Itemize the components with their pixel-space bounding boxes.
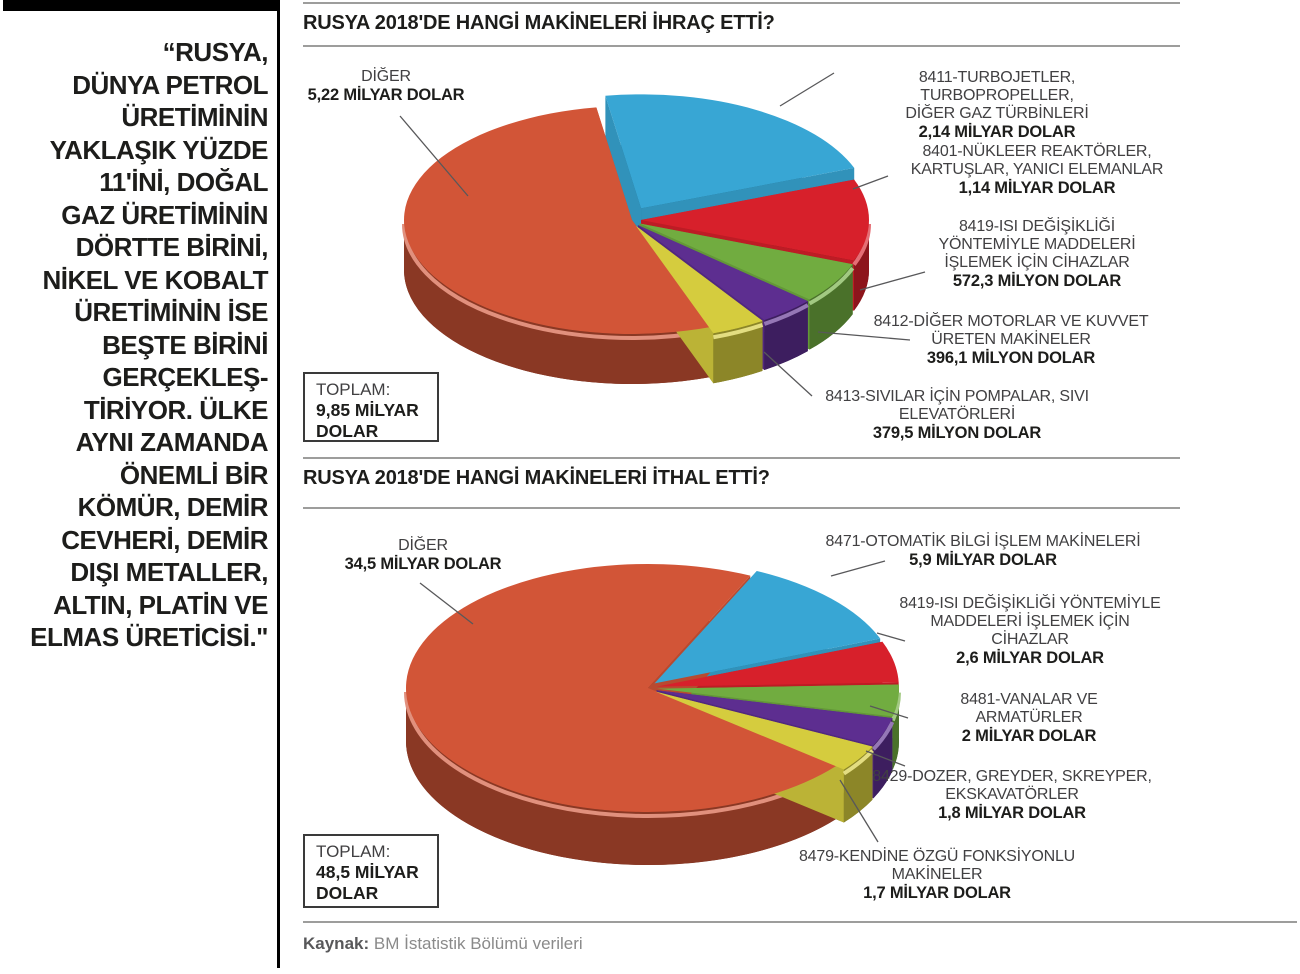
pie-1-slice-8413 — [636, 226, 763, 334]
pie-1-slice-8411 — [605, 94, 855, 209]
pie-1-slice-skirt-8419 — [809, 264, 853, 350]
chart-2-under-rule — [303, 507, 1180, 509]
pie-2-slice-skirt-highlight-8479 — [842, 749, 874, 776]
sidebar-divider — [277, 0, 280, 968]
footer-rule — [303, 921, 1297, 923]
pie-2-slice-8419 — [656, 641, 899, 687]
pie-2-leader-line-8479 — [839, 779, 879, 843]
chart-1-top-rule — [303, 2, 1180, 4]
pie-2-slice-DIGER — [405, 563, 837, 812]
pie-1-slice-DIGER — [404, 107, 710, 334]
pie-2-slice-8429 — [656, 690, 893, 746]
total-label: TOPLAM: — [316, 380, 391, 399]
pie-1-slice-skirt-highlight-8401 — [852, 223, 871, 266]
chart-2-top-rule — [303, 457, 1180, 459]
pie-1-slice-face-8411 — [605, 95, 642, 259]
sidebar-top-bar — [3, 0, 278, 11]
pie-1-slice-8419 — [639, 223, 853, 300]
pie-1-leader-line-8412 — [817, 331, 911, 341]
pie-1-slice-8412 — [637, 225, 808, 320]
chart-2-title: RUSYA 2018'DE HANGİ MAKİNELERİ İTHAL ETT… — [303, 467, 770, 489]
pie-1-leader-line-8411 — [779, 72, 835, 107]
chart-1-title: RUSYA 2018'DE HANGİ MAKİNELERİ İHRAÇ ETT… — [303, 12, 775, 34]
pie-1-slice-skirt-DIGER — [404, 220, 710, 385]
pie-1-slice-skirt-highlight-8412 — [763, 303, 809, 326]
pie-2-slice-skirt-8479 — [843, 746, 873, 823]
pie-2-leader-line-DIGER — [419, 582, 474, 625]
pie-1-slice-skirt-highlight-8413 — [713, 322, 764, 340]
source-label: Kaynak: — [303, 934, 370, 953]
total-value: 48,5 MİLYAR DOLAR — [316, 862, 419, 903]
pie-2-slice-8479 — [655, 691, 873, 770]
source-text: BM İstatistik Bölümü verileri — [373, 934, 583, 953]
source-line: Kaynak: BM İstatistik Bölümü verileri — [303, 934, 583, 954]
pie-2-leader-line-8481 — [869, 705, 909, 719]
pie-1-slice-8401 — [641, 179, 869, 261]
pie-2-slice-8471 — [654, 571, 881, 684]
total-value: 9,85 MİLYAR DOLAR — [316, 400, 419, 441]
total-box-import: TOPLAM: 48,5 MİLYAR DOLAR — [303, 834, 439, 908]
chart-1-under-rule — [303, 45, 1180, 47]
pie-2-slice-skirt-highlight-8429 — [871, 721, 895, 751]
pie-1-leader-line-8419 — [859, 271, 926, 291]
pie-2-slice-skirt-DIGER — [406, 688, 837, 865]
pie-2-leader-line-8471 — [830, 560, 886, 577]
pie-1-leader-line-8401 — [852, 175, 889, 190]
pie-2-slice-skirt-highlight-8481 — [890, 692, 901, 722]
pie-1-slice-skirt-highlight-DIGER — [402, 223, 710, 340]
pie-2-slice-skirt-highlight-DIGER — [404, 691, 838, 818]
pie-2-slice-8481 — [656, 684, 899, 717]
pie-1-leader-line-DIGER — [399, 115, 469, 197]
pie-1-slice-skirt-highlight-8419 — [808, 266, 855, 306]
total-label: TOPLAM: — [316, 842, 391, 861]
pie-2-leader-line-8419 — [876, 632, 906, 642]
pull-quote: “RUSYA, DÜNYA PETROL ÜRETİMİNİN YAKLAŞIK… — [30, 37, 268, 652]
pie-2-leader-line-8429 — [865, 750, 906, 767]
total-box-export: TOPLAM: 9,85 MİLYAR DOLAR — [303, 372, 439, 442]
pie-1-leader-line-8413 — [763, 351, 813, 397]
